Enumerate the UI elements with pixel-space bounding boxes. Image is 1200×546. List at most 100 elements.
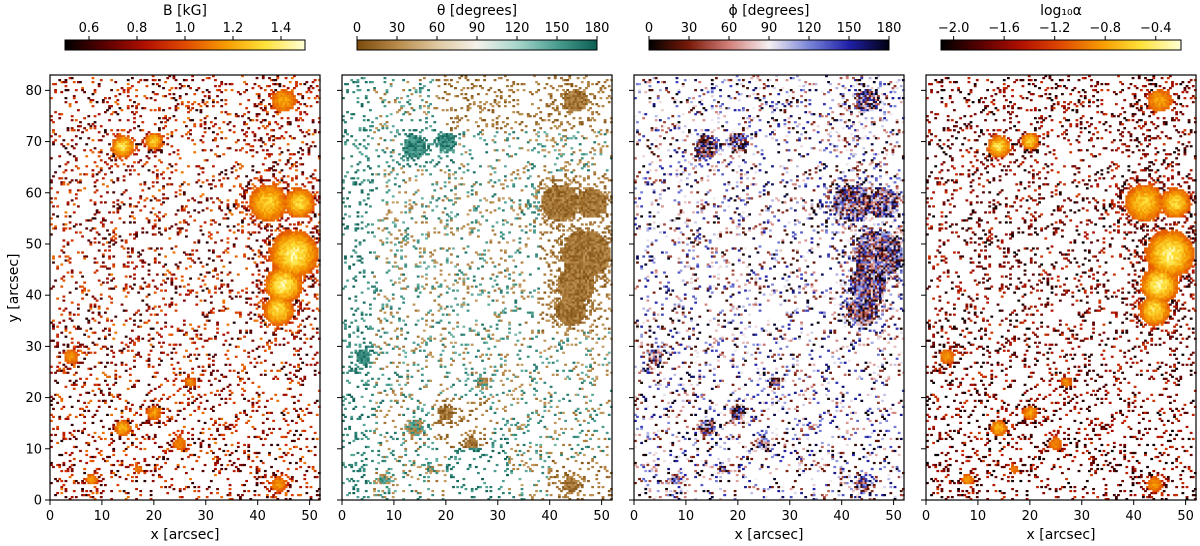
heatmap-cell (317, 197, 321, 200)
heatmap-cell (278, 261, 282, 264)
heatmap-cell (149, 141, 153, 144)
heatmap-cell (104, 483, 107, 487)
heatmap-cell (108, 427, 111, 431)
heatmap-cell (286, 315, 290, 318)
heatmap-cell (126, 165, 130, 168)
heatmap-cell (263, 205, 267, 208)
heatmap-cell (274, 261, 278, 264)
heatmap-cell (212, 125, 215, 128)
heatmap-cell (299, 275, 303, 278)
heatmap-cell (68, 313, 72, 316)
heatmap-cell (305, 303, 309, 306)
heatmap-cell (305, 177, 309, 180)
heatmap-cell (158, 261, 161, 264)
heatmap-cell (266, 191, 269, 194)
heatmap-cell (317, 259, 321, 262)
heatmap-cell (280, 473, 284, 477)
heatmap-cell (284, 229, 288, 232)
heatmap-cell (81, 131, 84, 134)
heatmap-cell (266, 197, 269, 200)
heatmap-cell (118, 375, 122, 378)
heatmap-cell (299, 241, 303, 244)
heatmap-cell (309, 203, 313, 206)
heatmap-cell (293, 317, 296, 320)
heatmap-cell (133, 283, 136, 286)
heatmap-cell (259, 201, 263, 204)
heatmap-cell (299, 279, 303, 282)
heatmap-cell (290, 101, 294, 104)
heatmap-cell (307, 263, 311, 266)
heatmap-cell (245, 123, 249, 126)
heatmap-cell (133, 217, 136, 220)
heatmap-cell (64, 479, 68, 483)
heatmap-cell (272, 219, 276, 222)
heatmap-cell (155, 143, 159, 146)
heatmap-cell (228, 189, 232, 192)
heatmap-cell (270, 257, 273, 260)
heatmap-cell (307, 215, 311, 218)
heatmap-cell (172, 379, 176, 382)
heatmap-cell (247, 455, 251, 459)
heatmap-cell (293, 315, 296, 318)
heatmap-cell (87, 309, 91, 312)
heatmap-cell (145, 321, 149, 324)
heatmap-cell (172, 93, 176, 96)
heatmap-cell (303, 241, 307, 244)
heatmap-cell (74, 415, 78, 419)
heatmap-cell (268, 121, 271, 124)
heatmap-cell (274, 487, 278, 491)
heatmap-cell (280, 209, 284, 212)
heatmap-cell (278, 279, 282, 282)
heatmap-cell (282, 209, 286, 212)
heatmap-cell (185, 385, 188, 388)
heatmap-cell (284, 483, 288, 487)
heatmap-cell (174, 373, 178, 376)
heatmap-cell (288, 249, 292, 252)
heatmap-cell (91, 455, 95, 459)
heatmap-cell (270, 311, 273, 314)
heatmap-cell (295, 257, 298, 260)
heatmap-cell (122, 263, 126, 266)
heatmap-cell (79, 349, 82, 352)
heatmap-cell (274, 307, 278, 310)
heatmap-cell (274, 457, 278, 461)
heatmap-cell (56, 325, 60, 328)
heatmap-cell (70, 179, 74, 182)
heatmap-cell (145, 285, 149, 288)
heatmap-cell (297, 289, 300, 292)
heatmap-cell (178, 343, 182, 346)
heatmap-cell (145, 79, 149, 82)
heatmap-cell (259, 205, 263, 208)
heatmap-cell (299, 83, 303, 86)
heatmap-cell (239, 163, 242, 166)
heatmap-cell (317, 283, 321, 286)
heatmap-cell (168, 237, 172, 240)
heatmap-cell (160, 149, 163, 152)
heatmap-cell (301, 97, 305, 100)
heatmap-cell (54, 197, 57, 200)
heatmap-cell (158, 217, 161, 220)
heatmap-cell (263, 313, 267, 316)
heatmap-cell (139, 313, 143, 316)
heatmap-cell (108, 393, 111, 396)
heatmap-cell (191, 197, 195, 200)
heatmap-cell (288, 297, 292, 300)
heatmap-cell (147, 219, 151, 222)
heatmap-cell (116, 419, 120, 423)
heatmap-cell (290, 283, 294, 286)
heatmap-cell (311, 327, 315, 330)
heatmap-cell (124, 239, 128, 242)
heatmap-cell (178, 285, 182, 288)
heatmap-cell (276, 219, 280, 222)
heatmap-cell (222, 251, 226, 254)
heatmap-cell (315, 293, 319, 296)
heatmap-cell (72, 457, 76, 461)
heatmap-cell (232, 461, 236, 465)
heatmap-cell (205, 353, 209, 356)
heatmap-cell (166, 137, 170, 140)
heatmap-cell (93, 191, 97, 194)
heatmap-cell (305, 233, 309, 236)
heatmap-cell (187, 485, 190, 489)
heatmap-cell (83, 287, 87, 290)
heatmap-cell (187, 199, 190, 202)
